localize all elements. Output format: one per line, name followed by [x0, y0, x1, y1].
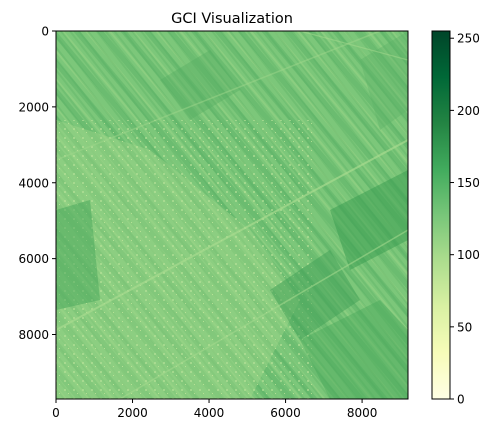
field-patch-2	[270, 250, 360, 340]
field-patch-5	[160, 50, 240, 120]
x-tick-label: 8000	[347, 406, 378, 420]
colorbar-tick-label: 150	[457, 176, 480, 190]
field-patch-3	[56, 200, 100, 310]
x-axis: 0 2000 4000 6000 8000	[52, 399, 377, 420]
colorbar-tick-label: 0	[457, 393, 465, 407]
x-tick-label: 2000	[117, 406, 148, 420]
colorbar-tick-label: 200	[457, 104, 480, 118]
y-axis: 0 2000 4000 6000 8000	[18, 25, 56, 342]
x-tick-label: 0	[52, 406, 60, 420]
chart-title: GCI Visualization	[171, 11, 293, 27]
field-patch-1	[330, 170, 408, 270]
heatmap-image	[56, 31, 408, 399]
y-tick-label: 0	[41, 25, 49, 39]
field-patch-6	[360, 31, 408, 130]
road-1	[56, 139, 408, 331]
colorbar	[431, 30, 451, 400]
road-3	[56, 31, 381, 161]
colorbar-tick-label: 100	[457, 248, 480, 262]
plot-frame	[55, 30, 409, 400]
colorbar-tick-label: 50	[457, 320, 472, 334]
x-tick-label: 4000	[194, 406, 225, 420]
colorbar-tick-label: 250	[457, 32, 480, 46]
road-4	[299, 31, 408, 61]
field-patch-4	[300, 300, 408, 399]
y-tick-label: 2000	[18, 100, 49, 114]
colorbar-axis: 0 50 100 150 200 250	[450, 32, 480, 407]
y-tick-label: 4000	[18, 176, 49, 190]
y-tick-label: 6000	[18, 252, 49, 266]
y-tick-label: 8000	[18, 328, 49, 342]
x-tick-label: 6000	[270, 406, 301, 420]
road-2	[119, 229, 408, 399]
